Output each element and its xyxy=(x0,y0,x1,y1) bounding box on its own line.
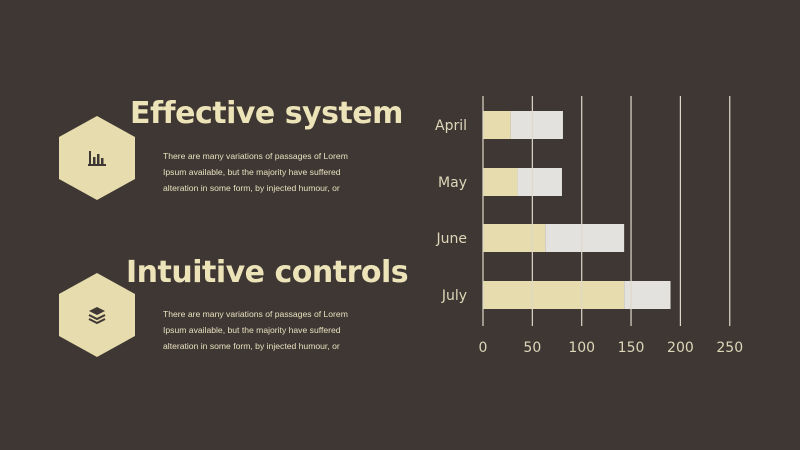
body-line: alteration in some form, by injected hum… xyxy=(163,183,340,193)
hexagon-badge xyxy=(59,273,135,357)
x-tick-label: 50 xyxy=(523,340,541,356)
x-tick-label: 250 xyxy=(716,340,743,356)
x-tick-label: 150 xyxy=(618,340,645,356)
x-tick-label: 0 xyxy=(479,340,488,356)
x-tick-label: 100 xyxy=(568,340,595,356)
y-tick-label: July xyxy=(441,288,467,304)
hexagon-badge xyxy=(59,116,135,200)
body-line: Ipsum available, but the majority have s… xyxy=(163,325,341,335)
bar-segment xyxy=(624,281,671,309)
section-title: Effective system xyxy=(130,96,403,131)
bar-chart-icon xyxy=(88,151,106,166)
body-line: There are many variations of passages of… xyxy=(163,309,348,319)
stacked-bar-chart: April May June July 0 50 100 150 200 250 xyxy=(435,96,743,356)
body-line: There are many variations of passages of… xyxy=(163,151,348,161)
layers-icon xyxy=(88,307,106,324)
y-tick-label: May xyxy=(438,175,467,191)
y-tick-label: April xyxy=(435,118,467,134)
bar-segment xyxy=(517,168,562,196)
section-body: There are many variations of passages of… xyxy=(163,148,373,196)
bar-segment xyxy=(483,168,518,196)
y-tick-label: June xyxy=(436,231,468,247)
section-title: Intuitive controls xyxy=(126,255,409,290)
body-line: alteration in some form, by injected hum… xyxy=(163,341,340,351)
body-line: Ipsum available, but the majority have s… xyxy=(163,167,341,177)
bar-segment xyxy=(483,224,546,252)
bar-segment xyxy=(483,111,511,139)
bar-segment xyxy=(483,281,625,309)
x-tick-label: 200 xyxy=(667,340,694,356)
bar-segment xyxy=(510,111,563,139)
section-body: There are many variations of passages of… xyxy=(163,306,373,354)
bar-segment xyxy=(545,224,625,252)
